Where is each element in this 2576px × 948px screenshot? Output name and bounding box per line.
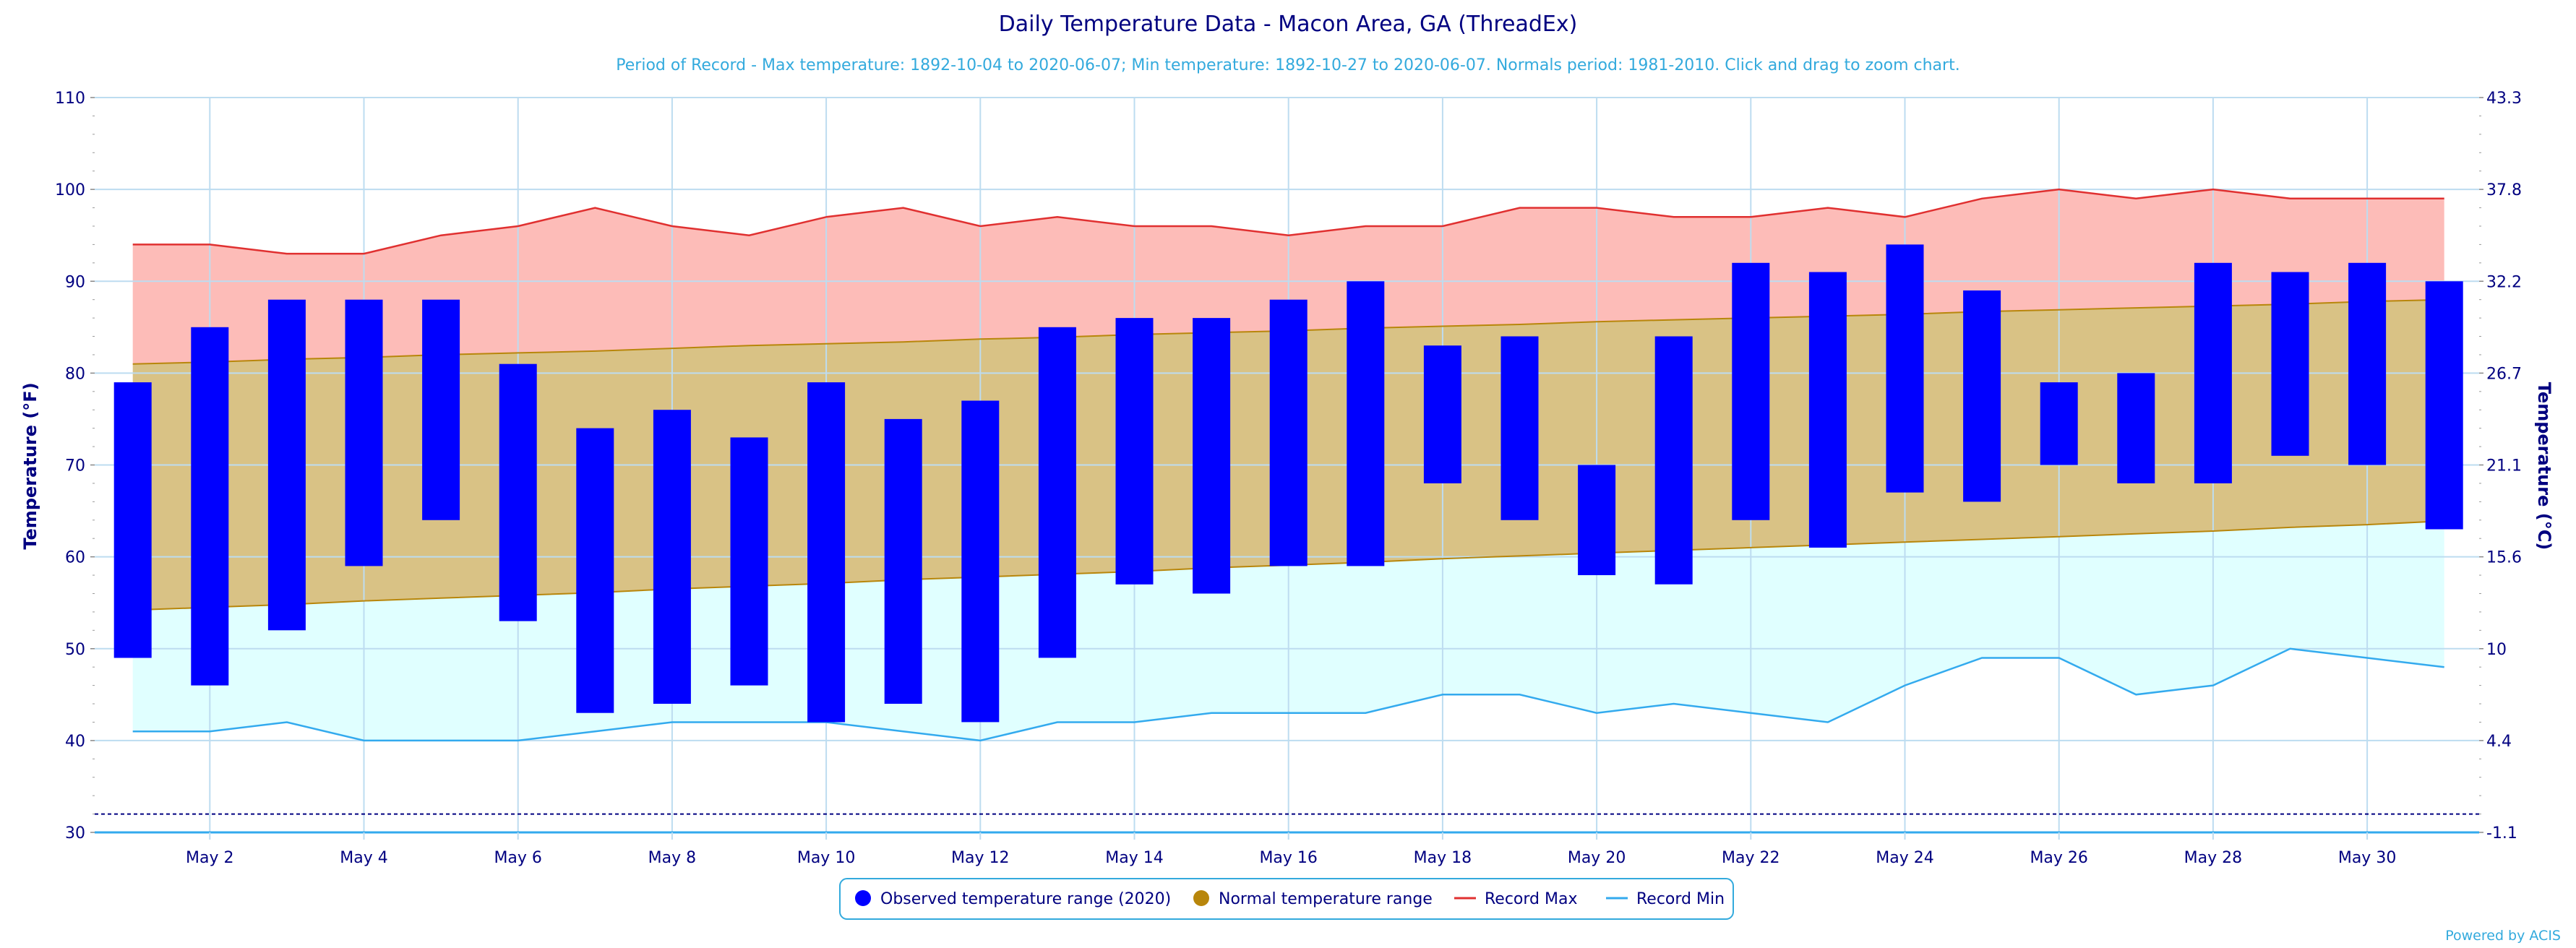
- observed-bar-day-18[interactable]: [1423, 345, 1461, 483]
- axes: 30 -1.1 40 4.4 50 10 60 15.6 70 21.1 80 26.7 90 32.2 1…: [55, 90, 2522, 867]
- legend[interactable]: Observed temperature range (2020) Normal…: [839, 878, 1734, 920]
- legend-item-normal[interactable]: Normal temperature range: [1193, 890, 1433, 908]
- y-tick-label-left: 70: [65, 457, 85, 475]
- observed-bar-day-1[interactable]: [113, 382, 152, 658]
- x-tick-label: May 28: [2184, 849, 2242, 867]
- legend-item-record-min[interactable]: Record Min: [1606, 890, 1725, 908]
- observed-bar-day-4[interactable]: [345, 299, 383, 566]
- observed-bar-day-20[interactable]: [1578, 465, 1616, 576]
- observed-bar-day-21[interactable]: [1654, 336, 1693, 585]
- x-tick-label: May 26: [2030, 849, 2087, 867]
- y-tick-label-left: 30: [65, 824, 85, 843]
- observed-bar-day-9[interactable]: [730, 437, 768, 686]
- x-tick-label: May 30: [2338, 849, 2396, 867]
- y-tick-label-right: 43.3: [2486, 90, 2522, 108]
- y-tick-label-left: 50: [65, 641, 85, 659]
- observed-bar-day-10[interactable]: [807, 382, 846, 723]
- normal-legend-icon: [1193, 890, 1209, 906]
- y-tick-label-right: -1.1: [2486, 824, 2517, 843]
- legend-label-record-max: Record Max: [1485, 890, 1578, 908]
- x-tick-label: May 24: [1876, 849, 1933, 867]
- observed-bar-day-22[interactable]: [1732, 262, 1770, 520]
- legend-box: [839, 878, 1734, 920]
- x-tick-label: May 12: [951, 849, 1009, 867]
- credit-link[interactable]: Powered by ACIS: [2445, 928, 2561, 944]
- y-tick-label-right: 21.1: [2486, 457, 2522, 475]
- y-tick-label-left: 80: [65, 365, 85, 383]
- observed-bar-day-12[interactable]: [961, 400, 1000, 723]
- x-tick-label: May 14: [1105, 849, 1163, 867]
- observed-bar-day-5[interactable]: [422, 299, 460, 520]
- observed-bar-day-17[interactable]: [1347, 281, 1385, 566]
- observed-bars[interactable]: [113, 244, 2463, 723]
- chart-title: Daily Temperature Data - Macon Area, GA …: [999, 12, 1578, 37]
- x-tick-label: May 10: [797, 849, 855, 867]
- x-tick-label: May 8: [648, 849, 696, 867]
- x-tick-label: May 4: [340, 849, 387, 867]
- y-tick-label-left: 40: [65, 733, 85, 751]
- observed-bar-day-7[interactable]: [576, 428, 614, 713]
- y-tick-label-right: 10: [2486, 641, 2507, 659]
- y-tick-label-left: 90: [65, 273, 85, 291]
- record-max-line: [132, 188, 2444, 255]
- x-tick-label: May 2: [186, 849, 233, 867]
- y-tick-label-right: 4.4: [2486, 733, 2512, 751]
- observed-bar-day-13[interactable]: [1038, 327, 1076, 658]
- y-axis-label-left: Temperature (°F): [20, 382, 40, 549]
- observed-bar-day-25[interactable]: [1963, 290, 2001, 502]
- observed-bar-day-6[interactable]: [499, 363, 537, 621]
- observed-bar-day-11[interactable]: [884, 418, 922, 704]
- record-min-line: [132, 647, 2444, 742]
- observed-bar-day-2[interactable]: [191, 327, 229, 686]
- y-tick-label-right: 37.8: [2486, 181, 2522, 199]
- y-tick-label-left: 100: [55, 181, 85, 199]
- observed-bar-day-27[interactable]: [2117, 373, 2155, 483]
- legend-item-record-max[interactable]: Record Max: [1454, 890, 1578, 908]
- legend-label-normal: Normal temperature range: [1219, 890, 1433, 908]
- observed-bar-day-31[interactable]: [2425, 281, 2463, 530]
- observed-bar-day-8[interactable]: [653, 410, 691, 704]
- y-tick-label-left: 60: [65, 549, 85, 567]
- observed-bar-day-16[interactable]: [1269, 299, 1308, 566]
- chart-subtitle: Period of Record - Max temperature: 1892…: [616, 56, 1959, 74]
- observed-bar-day-26[interactable]: [2040, 382, 2078, 465]
- observed-bar-day-30[interactable]: [2348, 262, 2387, 465]
- observed-bar-day-15[interactable]: [1193, 318, 1231, 594]
- x-tick-label: May 20: [1568, 849, 1626, 867]
- observed-bar-day-23[interactable]: [1808, 272, 1847, 548]
- observed-bar-day-28[interactable]: [2194, 262, 2232, 483]
- y-tick-label-right: 15.6: [2486, 549, 2522, 567]
- legend-label-record-min: Record Min: [1636, 890, 1725, 908]
- y-tick-label-right: 26.7: [2486, 365, 2522, 383]
- x-tick-label: May 6: [494, 849, 541, 867]
- observed-bar-day-3[interactable]: [267, 299, 306, 631]
- observed-bar-day-24[interactable]: [1886, 244, 1924, 493]
- observed-bar-day-14[interactable]: [1115, 318, 1154, 585]
- legend-item-observed[interactable]: Observed temperature range (2020): [855, 890, 1171, 908]
- observed-legend-icon: [855, 890, 871, 906]
- y-tick-label-right: 32.2: [2486, 273, 2522, 291]
- x-tick-label: May 22: [1722, 849, 1779, 867]
- x-tick-label: May 18: [1414, 849, 1472, 867]
- y-axis-label-right: Temperature (°C): [2534, 382, 2554, 551]
- legend-label-observed: Observed temperature range (2020): [880, 890, 1171, 908]
- observed-bar-day-29[interactable]: [2271, 272, 2309, 456]
- x-tick-label: May 16: [1259, 849, 1317, 867]
- y-tick-label-left: 110: [55, 90, 85, 108]
- observed-bar-day-19[interactable]: [1500, 336, 1539, 520]
